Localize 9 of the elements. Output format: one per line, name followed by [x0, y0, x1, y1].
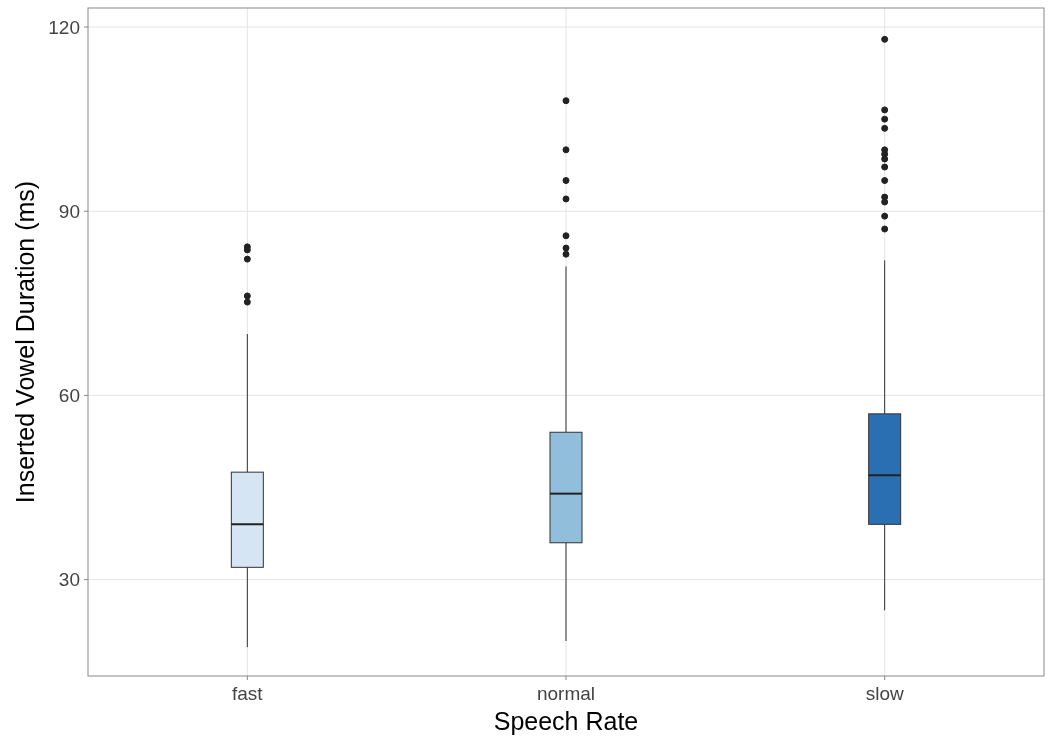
y-axis-title: Inserted Vowel Duration (ms): [11, 180, 39, 504]
y-tick-label: 60: [58, 385, 80, 407]
x-tick-label: normal: [536, 683, 596, 704]
x-tick-label: fast: [232, 683, 264, 704]
x-axis-title: Speech Rate: [493, 707, 639, 735]
y-tick-label: 30: [58, 569, 80, 591]
x-tick-label: slow: [865, 683, 904, 704]
y-tick-label: 120: [48, 16, 80, 38]
y-tick-label: 90: [58, 200, 80, 222]
